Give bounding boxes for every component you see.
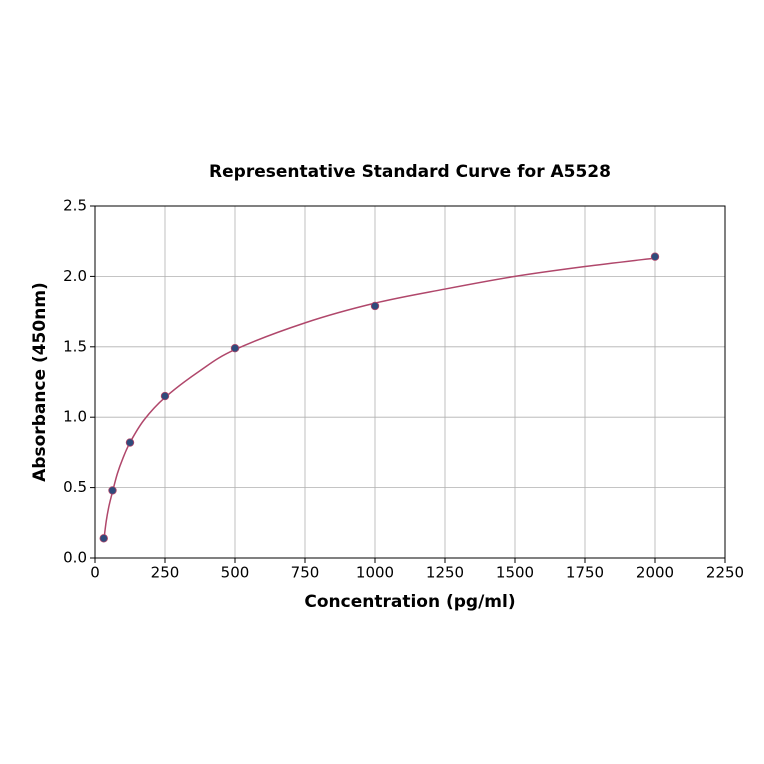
x-tick-label: 250 [151,564,180,582]
data-point [370,301,380,311]
x-axis-label: Concentration (pg/ml) [304,592,515,612]
chart-title: Representative Standard Curve for A5528 [209,162,611,182]
data-point [125,438,135,447]
y-tick-label: 2.5 [63,197,87,215]
y-axis-label: Absorbance (450nm) [30,282,50,482]
y-tick-label: 0.0 [63,549,87,567]
y-tick-label: 0.5 [63,478,87,496]
x-tick-label: 2250 [706,564,744,582]
x-tick-label: 500 [221,564,250,582]
x-tick-label: 1500 [496,564,534,582]
plot-frame [94,205,726,559]
x-tick-label: 1750 [566,564,604,582]
data-point [108,486,117,495]
x-tick-label: 1250 [426,564,464,582]
x-tick-label: 0 [90,564,100,582]
x-tick-label: 2000 [636,564,674,582]
data-point [650,252,660,261]
y-tick-label: 2.0 [63,267,87,285]
data-point [99,534,108,543]
data-point [230,344,240,353]
x-tick-label: 1000 [356,564,394,582]
x-tick-label: 750 [291,564,320,582]
y-tick-label: 1.0 [63,408,87,426]
y-tick-label: 1.5 [63,337,87,355]
data-point [160,391,170,401]
